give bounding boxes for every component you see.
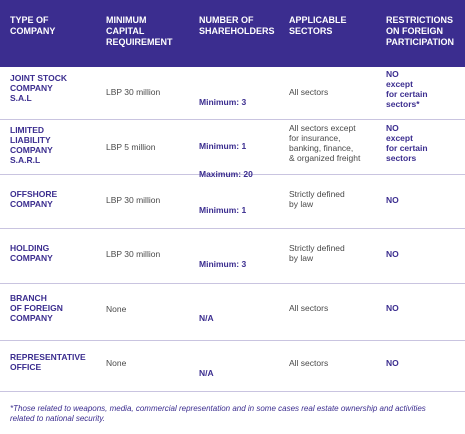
- header-restrictions: RESTRICTIONS ON FOREIGN PARTICIPATION: [386, 15, 454, 47]
- shareholders-line: Minimum: 3: [199, 97, 247, 107]
- shareholders-line: Minimum: 1: [199, 141, 247, 151]
- capital-requirement: None: [106, 304, 127, 314]
- applicable-sectors: Strictly defined by law: [289, 189, 345, 209]
- applicable-sectors: All sectors except for insurance, bankin…: [289, 123, 361, 163]
- table-row: HOLDING COMPANY LBP 30 million Minimum: …: [0, 229, 465, 284]
- table-row: OFFSHORE COMPANY LBP 30 million Minimum:…: [0, 175, 465, 229]
- shareholders: Minimum: 1 Maximum: 20: [199, 131, 289, 189]
- shareholders: N/A: [199, 303, 289, 333]
- header-shareholders: NUMBER OF SHAREHOLDERS: [199, 15, 275, 36]
- shareholders: Minimum: 3: [199, 87, 289, 117]
- company-type: OFFSHORE COMPANY: [10, 189, 58, 209]
- shareholders: N/A: [199, 358, 289, 388]
- company-type: REPRESENTATIVE OFFICE: [10, 352, 86, 372]
- shareholders-line: N/A: [199, 368, 214, 378]
- table-row: REPRESENTATIVE OFFICE None N/A All secto…: [0, 341, 465, 392]
- foreign-restrictions: NO: [386, 195, 399, 205]
- shareholders: Minimum: 3: [199, 249, 289, 279]
- foreign-restrictions: NO except for certain sectors*: [386, 69, 428, 109]
- footnote: *Those related to weapons, media, commer…: [10, 404, 426, 423]
- header-sectors: APPLICABLE SECTORS: [289, 15, 347, 36]
- capital-requirement: LBP 30 million: [106, 87, 161, 97]
- company-type: JOINT STOCK COMPANY S.A.L: [10, 73, 67, 103]
- shareholders-line: Minimum: 1: [199, 205, 247, 215]
- shareholders-line: Minimum: 3: [199, 259, 247, 269]
- applicable-sectors: Strictly defined by law: [289, 243, 345, 263]
- foreign-restrictions: NO: [386, 249, 399, 259]
- capital-requirement: LBP 30 million: [106, 195, 161, 205]
- table-header: TYPE OF COMPANY MINIMUM CAPITAL REQUIREM…: [0, 0, 465, 67]
- header-capital: MINIMUM CAPITAL REQUIREMENT: [106, 15, 173, 47]
- capital-requirement: None: [106, 358, 127, 368]
- shareholders-line: N/A: [199, 313, 214, 323]
- shareholders: Minimum: 1: [199, 195, 289, 225]
- table-row: JOINT STOCK COMPANY S.A.L LBP 30 million…: [0, 67, 465, 120]
- foreign-restrictions: NO except for certain sectors: [386, 123, 428, 163]
- capital-requirement: LBP 30 million: [106, 249, 161, 259]
- company-type: BRANCH OF FOREIGN COMPANY: [10, 293, 63, 323]
- foreign-restrictions: NO: [386, 358, 399, 368]
- applicable-sectors: All sectors: [289, 87, 329, 97]
- table-row: BRANCH OF FOREIGN COMPANY None N/A All s…: [0, 284, 465, 341]
- foreign-restrictions: NO: [386, 303, 399, 313]
- applicable-sectors: All sectors: [289, 358, 329, 368]
- applicable-sectors: All sectors: [289, 303, 329, 313]
- company-type: LIMITED LIABILITY COMPANY S.A.R.L: [10, 125, 53, 165]
- company-type: HOLDING COMPANY: [10, 243, 53, 263]
- header-type: TYPE OF COMPANY: [10, 15, 56, 36]
- capital-requirement: LBP 5 million: [106, 142, 156, 152]
- shareholders-line: Maximum: 20: [199, 169, 253, 179]
- table-row: LIMITED LIABILITY COMPANY S.A.R.L LBP 5 …: [0, 120, 465, 179]
